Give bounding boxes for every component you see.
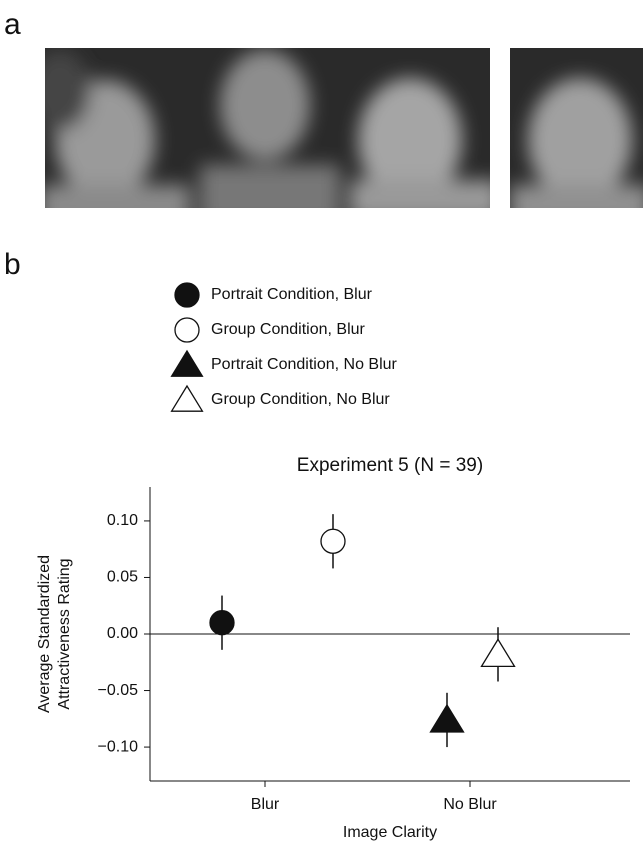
legend-label: Portrait Condition, Blur (211, 286, 373, 303)
chart-title: Experiment 5 (N = 39) (297, 455, 483, 476)
marker (174, 317, 200, 343)
legend-label: Group Condition, Blur (211, 321, 366, 338)
marker (429, 703, 465, 733)
marker (170, 384, 204, 412)
legend-label: Group Condition, No Blur (211, 391, 390, 408)
y-axis-label: Average Standardized (36, 555, 53, 713)
x-axis-label: Image Clarity (343, 824, 437, 841)
panel-label: b (4, 248, 21, 281)
marker (170, 349, 204, 377)
y-tick-label: −0.05 (98, 682, 139, 699)
legend-label: Portrait Condition, No Blur (211, 356, 398, 373)
group-photo (45, 48, 490, 208)
y-tick-label: −0.10 (98, 738, 139, 755)
panel-label: a (4, 8, 21, 41)
marker (480, 638, 516, 668)
portrait-photo (510, 48, 643, 208)
x-tick-label: No Blur (443, 796, 497, 813)
marker (320, 528, 346, 554)
y-tick-label: 0.05 (107, 569, 138, 586)
x-tick-label: Blur (251, 796, 280, 813)
y-axis-label: Attractiveness Rating (56, 558, 73, 709)
y-tick-label: 0.10 (107, 512, 138, 529)
marker (209, 610, 235, 636)
y-tick-label: 0.00 (107, 625, 138, 642)
marker (174, 282, 200, 308)
